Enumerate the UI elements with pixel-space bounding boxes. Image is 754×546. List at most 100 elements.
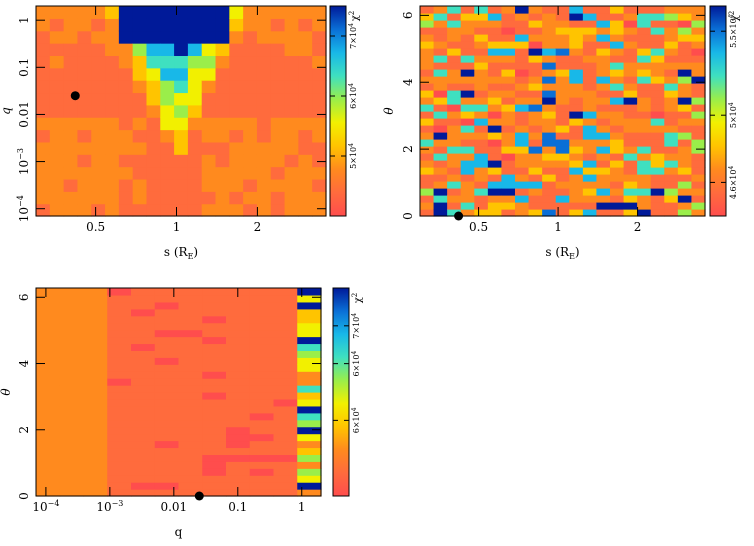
heatmap-cell [131, 412, 156, 421]
heatmap-cell [243, 191, 258, 205]
heatmap-cell [178, 468, 203, 476]
heatmap-cell [297, 433, 322, 442]
heatmap-cell [433, 209, 448, 217]
heatmap-cell [36, 350, 61, 358]
heatmap-cell [202, 468, 227, 476]
colorbar-gradient [332, 287, 350, 497]
heatmap-cell [243, 30, 258, 44]
heatmap-cell [36, 447, 61, 455]
heatmap-cell [107, 308, 132, 317]
heatmap-cell [131, 336, 156, 345]
heatmap-cell [132, 178, 148, 192]
heatmap-cell [91, 30, 106, 44]
heatmap-cells [420, 6, 706, 217]
heatmap-cell [474, 97, 489, 105]
heatmap-cell [154, 482, 180, 490]
heatmap-cell [460, 97, 475, 105]
heatmap-cell [105, 80, 120, 94]
heatmap-cell [178, 440, 203, 449]
heatmap-cell [610, 41, 625, 49]
heatmap-cell [528, 20, 543, 28]
heatmap-cell [107, 288, 132, 296]
heatmap-cell [596, 167, 611, 175]
heatmap-cell [202, 426, 227, 435]
colorbar-gradient [329, 5, 347, 217]
heatmap-cell [420, 76, 435, 84]
heatmap-cell [637, 69, 652, 77]
heatmap-cell [201, 43, 217, 57]
heatmap-cell [91, 129, 106, 143]
heatmap-cell [202, 336, 227, 345]
heatmap-cell [555, 181, 570, 189]
heatmap-cell [610, 118, 625, 126]
heatmap-cell [542, 48, 557, 56]
heatmap-cell [528, 69, 543, 77]
heatmap-cell [542, 160, 557, 168]
heatmap-cell [154, 454, 180, 462]
heatmap-cell [515, 167, 530, 175]
heatmap-cell [677, 62, 693, 70]
heatmap-cell [623, 62, 638, 70]
heatmap-cell [637, 83, 652, 91]
heatmap-cell [226, 482, 251, 490]
heatmap-cell [105, 18, 120, 32]
heatmap-cell [487, 209, 503, 217]
heatmap-cell [107, 475, 132, 483]
heatmap-cell [298, 55, 313, 69]
heatmap-cell [298, 104, 313, 118]
heatmap-cell [131, 343, 156, 351]
heatmap-cell [154, 475, 180, 483]
heatmap-cell [610, 209, 625, 217]
heatmap-cell [664, 83, 679, 91]
heatmap-cell [433, 62, 448, 70]
heatmap-cell [691, 6, 706, 14]
heatmap-cell [36, 398, 61, 407]
heatmap-cell [59, 343, 85, 351]
heatmap-cell [312, 18, 327, 32]
heatmap-cell [433, 153, 448, 161]
heatmap-cell [433, 69, 448, 77]
heatmap-cell [187, 18, 203, 32]
heatmap-cell [637, 125, 652, 133]
heatmap-cell [312, 30, 327, 44]
heatmap-cell [528, 83, 543, 91]
heatmap-cell [474, 20, 489, 28]
heatmap-cell [623, 181, 638, 189]
heatmap-cell [582, 111, 598, 119]
heatmap-cell [107, 461, 132, 469]
heatmap-cell [433, 111, 448, 119]
heatmap-cell [487, 76, 503, 84]
heatmap-cell [105, 203, 120, 217]
heatmap-cell [131, 308, 156, 317]
heatmap-cell [528, 209, 543, 217]
heatmap-cell [677, 174, 693, 182]
heatmap-cell [460, 48, 475, 56]
heatmap-cell [677, 167, 693, 175]
heatmap-cell [174, 104, 189, 118]
heatmap-cell [297, 461, 322, 469]
heatmap-cell [664, 181, 679, 189]
heatmap-cell [215, 67, 230, 81]
heatmap-cell [107, 336, 132, 345]
heatmap-cell [474, 41, 489, 49]
heatmap-cell [487, 153, 503, 161]
heatmap-cell [63, 67, 79, 81]
heatmap-cell [107, 315, 132, 324]
heatmap-cell [131, 398, 156, 407]
heatmap-cell [487, 6, 503, 14]
heatmap-cell [174, 191, 189, 205]
heatmap-cell [178, 454, 203, 462]
heatmap-cell [49, 80, 65, 94]
heatmap-cell [433, 181, 448, 189]
heatmap-cell [460, 202, 475, 210]
heatmap-cell [637, 20, 652, 28]
heatmap-cell [91, 178, 106, 192]
heatmap-cell [542, 62, 557, 70]
heatmap-cell [59, 350, 85, 358]
heatmap-cell [596, 104, 611, 112]
heatmap-cell [270, 6, 286, 19]
heatmap-cell [229, 30, 244, 44]
heatmap-cell [297, 288, 322, 296]
heatmap-cell [187, 178, 203, 192]
